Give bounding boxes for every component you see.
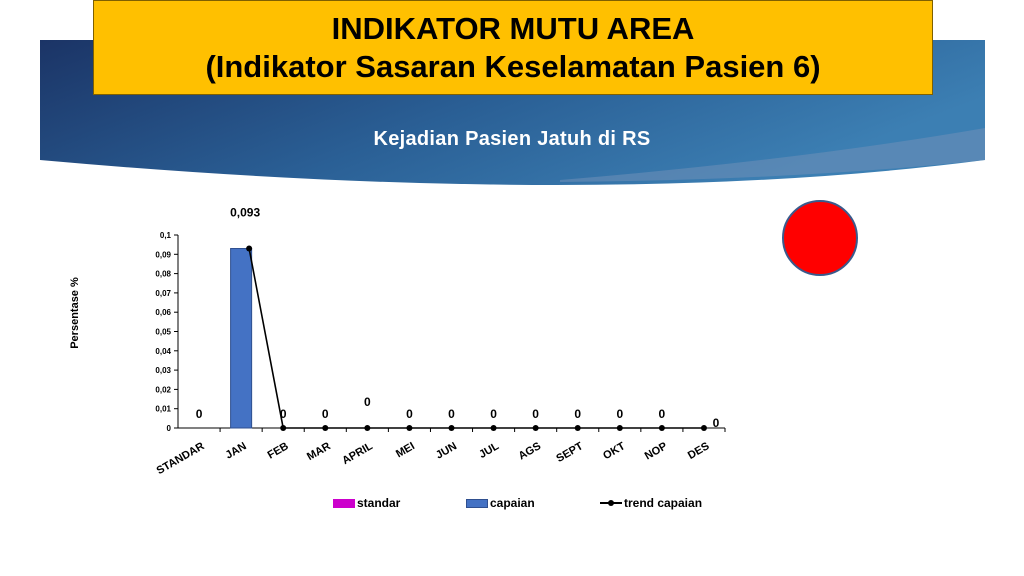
trend-point-mei [406, 425, 413, 431]
y-axis-title: Persentase % [69, 277, 81, 349]
y-tick-label: 0 [167, 424, 172, 433]
trend-point-jul [490, 425, 497, 431]
legend-standar-swatch [333, 498, 355, 508]
data-label-sept: 0 [574, 407, 581, 421]
title-box: INDIKATOR MUTU AREA (Indikator Sasaran K… [93, 0, 933, 95]
x-tick-label: JAN [224, 440, 249, 461]
y-tick-label: 0,02 [155, 385, 171, 394]
y-tick-label: 0,03 [155, 366, 171, 375]
data-label-okt: 0 [616, 407, 623, 421]
trend-line [248, 248, 704, 429]
title-line-1: INDIKATOR MUTU AREA [331, 11, 695, 46]
data-label-feb: 0 [280, 407, 287, 421]
trend-point-ags [532, 425, 539, 431]
legend-standar: standar [333, 496, 400, 510]
legend-trend-swatch [600, 500, 622, 506]
y-tick-label: 0,09 [155, 250, 171, 259]
trend-point-sept [574, 425, 581, 431]
y-tick-label: 0,04 [155, 347, 171, 356]
legend-trend-capaian: trend capaian [600, 496, 702, 510]
legend-trend-label: trend capaian [624, 496, 703, 510]
x-tick-label: STANDAR [155, 440, 207, 477]
trend-point-feb [280, 425, 287, 431]
y-tick-label: 0,06 [155, 308, 171, 317]
y-tick-label: 0,07 [155, 289, 171, 298]
trend-point-april [364, 425, 371, 431]
x-tick-label: APRIL [340, 440, 375, 467]
x-tick-label: JUN [434, 440, 459, 461]
x-tick-label: AGS [517, 440, 544, 462]
legend-capaian-label: capaian [490, 496, 535, 510]
data-label-jan: 0,093 [230, 206, 260, 220]
x-tick-label: NOP [643, 440, 670, 462]
legend-standar-label: standar [357, 496, 401, 510]
legend-capaian: capaian [466, 496, 535, 510]
data-label-standar: 0 [196, 407, 203, 421]
x-tick-label: JUL [477, 440, 501, 461]
data-label-mar: 0 [322, 407, 329, 421]
data-label-jul: 0 [490, 407, 497, 421]
y-tick-label: 0,01 [155, 405, 171, 414]
bar-capaian-jan [230, 248, 253, 429]
x-tick-label: SEPT [554, 440, 585, 465]
y-tick-label: 0,05 [155, 328, 171, 337]
status-indicator-dot [782, 200, 858, 276]
trend-point-des [700, 425, 707, 431]
trend-point-jun [448, 425, 455, 431]
trend-point-mar [322, 425, 329, 431]
data-label-ags: 0 [532, 407, 539, 421]
x-tick-label: DES [686, 440, 712, 462]
data-label-des: 0 [713, 416, 720, 430]
y-tick-label: 0,1 [160, 231, 172, 240]
x-tick-label: OKT [601, 440, 627, 462]
chart-subtitle: Kejadian Pasien Jatuh di RS [373, 128, 651, 150]
x-tick-label: MEI [394, 440, 417, 460]
trend-point-nop [658, 425, 665, 431]
title-line-2: (Indikator Sasaran Keselamatan Pasien 6) [205, 49, 821, 84]
data-label-nop: 0 [659, 407, 666, 421]
data-label-april: 0 [364, 395, 371, 409]
trend-point-okt [616, 425, 623, 431]
x-tick-label: FEB [266, 440, 291, 461]
trend-point-jan [246, 245, 253, 252]
data-label-jun: 0 [448, 407, 455, 421]
data-label-mei: 0 [406, 407, 413, 421]
x-tick-label: MAR [305, 440, 333, 463]
y-tick-label: 0,08 [155, 270, 171, 279]
legend-capaian-swatch [466, 498, 488, 508]
